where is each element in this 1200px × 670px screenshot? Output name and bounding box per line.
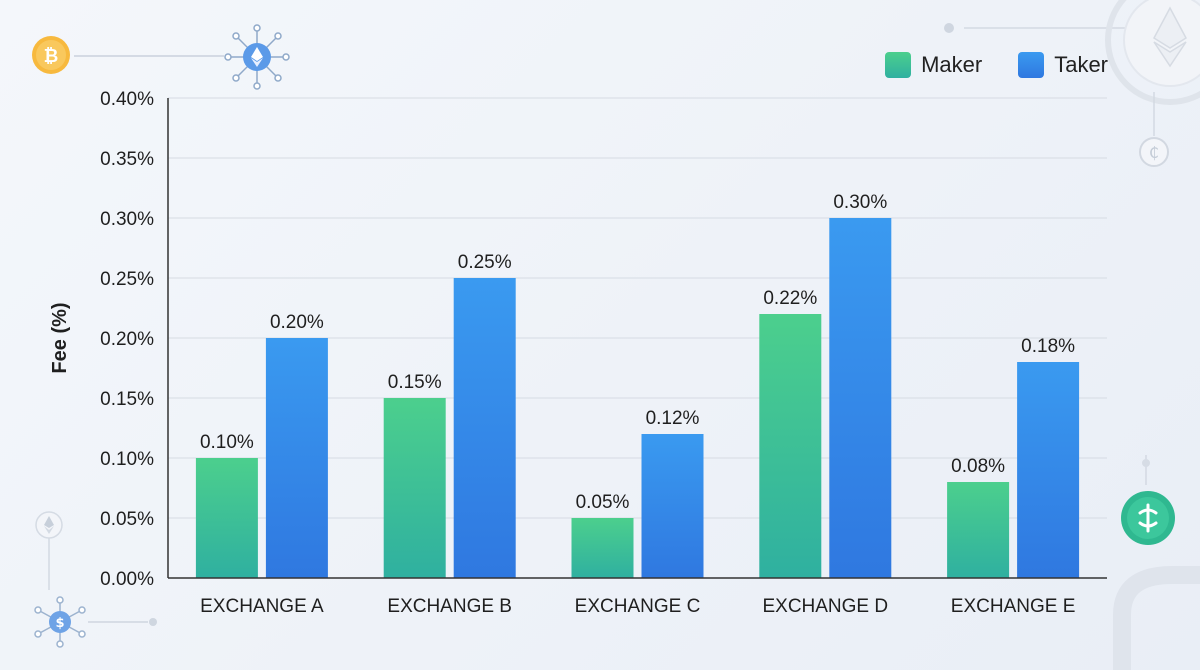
dollar-network-icon: $	[34, 596, 157, 648]
data-label: 0.05%	[576, 492, 630, 513]
y-tick-label: 0.15%	[100, 389, 154, 410]
taker-bar	[641, 434, 704, 578]
data-label: 0.25%	[458, 252, 512, 273]
connector-line-icon	[74, 55, 224, 57]
labels: 0.00% 0.05% 0.10% 0.15% 0.20% 0.25% 0.30% 0.35%…	[49, 89, 1075, 617]
taker-bar	[453, 278, 516, 578]
x-tick-label: EXCHANGE E	[951, 596, 1076, 617]
y-tick-label: 0.35%	[100, 149, 154, 170]
maker-bar	[383, 398, 446, 578]
legend-item-maker: Maker	[885, 52, 982, 78]
data-label: 0.10%	[200, 432, 254, 453]
legend-label-maker: Maker	[921, 52, 983, 77]
bitcoin-coin-icon: ₿	[32, 36, 70, 74]
taker-bar	[1017, 362, 1080, 578]
data-label: 0.22%	[763, 288, 817, 309]
x-tick-label: EXCHANGE A	[200, 596, 324, 617]
ethereum-pin-icon	[35, 511, 63, 590]
y-tick-label: 0.20%	[100, 329, 154, 350]
legend-label-taker: Taker	[1054, 52, 1108, 77]
data-label: 0.08%	[951, 456, 1005, 477]
data-label: 0.20%	[270, 312, 324, 333]
y-tick-label: 0.30%	[100, 209, 154, 230]
svg-text:₵: ₵	[1149, 143, 1159, 162]
x-tick-label: EXCHANGE B	[387, 596, 512, 617]
legend-item-taker: Taker	[1018, 52, 1108, 78]
y-axis-title: Fee (%)	[49, 302, 71, 373]
axes	[167, 98, 1107, 579]
data-label: 0.12%	[646, 408, 700, 429]
legend: Maker Taker	[885, 52, 1108, 78]
taker-swatch	[1018, 52, 1045, 78]
svg-text:$: $	[55, 616, 64, 631]
taker-bar	[265, 338, 328, 578]
x-tick-label: EXCHANGE C	[575, 596, 701, 617]
maker-bar	[759, 314, 822, 578]
taker-bar	[829, 218, 892, 578]
maker-swatch	[885, 52, 912, 78]
y-tick-label: 0.25%	[100, 269, 154, 290]
data-label: 0.30%	[833, 192, 887, 213]
maker-bar	[571, 518, 634, 578]
data-label: 0.18%	[1021, 336, 1075, 357]
coin-outline-icon: ₵	[1139, 92, 1169, 167]
x-tick-label: EXCHANGE D	[762, 596, 888, 617]
ethereum-network-icon	[224, 24, 290, 90]
y-tick-label: 0.40%	[100, 89, 154, 110]
bars	[195, 218, 1080, 578]
maker-bar	[195, 458, 258, 578]
svg-text:₿: ₿	[44, 46, 59, 67]
y-tick-label: 0.00%	[100, 569, 154, 590]
maker-bar	[947, 482, 1010, 578]
y-tick-label: 0.10%	[100, 449, 154, 470]
ethereum-ring-icon	[944, 0, 1200, 105]
data-label: 0.15%	[388, 372, 442, 393]
y-tick-label: 0.05%	[100, 509, 154, 530]
green-coin-icon	[1113, 455, 1200, 670]
